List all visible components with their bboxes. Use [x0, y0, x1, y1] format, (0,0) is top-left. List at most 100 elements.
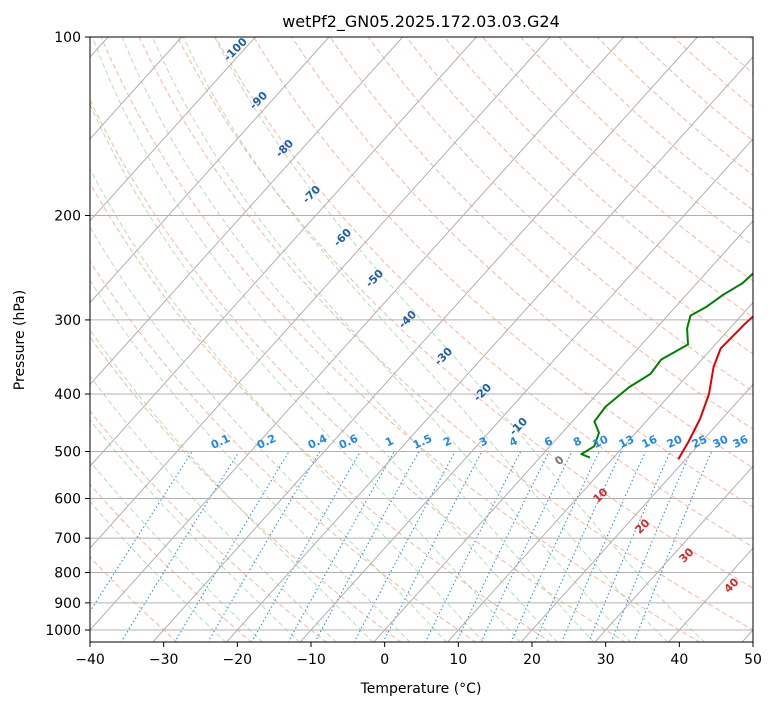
moist-adiabat — [90, 500, 227, 642]
dry-adiabat-label: -10 — [507, 415, 530, 438]
dry-adiabat — [634, 37, 753, 142]
dry-adiabat-label: -40 — [396, 308, 419, 331]
dry-adiabat-label: 20 — [633, 516, 653, 536]
moist-adiabat — [90, 103, 521, 642]
mixing-ratio-label: 0.2 — [255, 432, 278, 452]
dry-adiabat — [329, 37, 753, 430]
chart-title: wetPf2_GN05.2025.172.03.03.G24 — [282, 12, 560, 32]
mixing-ratio-line — [120, 451, 240, 642]
dry-adiabat — [558, 37, 753, 211]
mixing-ratio-line — [90, 451, 193, 613]
dry-adiabat-label: -80 — [273, 137, 296, 160]
y-axis-title: Pressure (hPa) — [12, 290, 28, 390]
isotherm — [90, 37, 256, 222]
moist-adiabat — [90, 167, 485, 642]
x-tick-label: 10 — [449, 652, 467, 668]
mixing-ratio-label: 1 — [383, 434, 395, 449]
moist-adiabat — [90, 418, 300, 642]
y-tick-label: 1000 — [45, 623, 81, 639]
isotherm — [90, 37, 404, 386]
mixing-ratio-label: 2 — [441, 434, 453, 449]
y-tick-label: 500 — [54, 444, 81, 460]
dry-adiabat — [90, 336, 402, 642]
dewpoint-line — [580, 272, 753, 459]
dry-adiabat — [100, 37, 701, 642]
dry-adiabat — [444, 37, 753, 318]
isotherm — [225, 56, 753, 642]
x-tick-label: −20 — [223, 652, 253, 668]
isotherm — [90, 37, 551, 549]
moist-adiabat — [121, 37, 595, 642]
dry-adiabat-label: -30 — [432, 345, 455, 368]
mixing-ratio-line — [314, 451, 420, 642]
mixing-ratio-label: 13 — [617, 433, 636, 451]
isotherm — [299, 138, 753, 642]
isotherm — [90, 37, 477, 468]
mixing-ratio-label: 3 — [477, 434, 489, 449]
mixing-ratio-label: 10 — [591, 433, 611, 451]
isotherm — [152, 37, 698, 642]
mixing-ratio-label: 0.6 — [337, 432, 360, 452]
moist-adiabat — [90, 226, 448, 642]
isotherm — [520, 383, 753, 642]
x-tick-label: −30 — [149, 652, 179, 668]
dry-adiabat-label: -70 — [300, 183, 323, 206]
mixing-ratio-label: 30 — [711, 433, 731, 451]
moist-adiabat — [182, 37, 669, 642]
dry-adiabat — [711, 37, 753, 74]
mixing-ratio-line — [455, 451, 550, 642]
mixing-ratio-line — [588, 451, 671, 642]
y-tick-label: 400 — [54, 387, 81, 403]
x-tick-label: 50 — [744, 652, 762, 668]
dry-adiabat — [176, 37, 753, 589]
isotherm — [90, 37, 183, 140]
x-axis-title: Temperature (°C) — [360, 681, 482, 697]
dry-adiabat — [291, 37, 753, 469]
mixing-ratio-label: 0.4 — [306, 432, 329, 452]
x-tick-label: −10 — [296, 652, 326, 668]
dry-adiabat-label: -50 — [363, 267, 386, 290]
mixing-ratio-label: 8 — [571, 434, 583, 449]
isotherm — [373, 219, 753, 642]
isoline-labels: -100-90-80-70-60-50-40-30-20-10010203040… — [209, 35, 751, 596]
y-tick-label: 100 — [54, 30, 81, 46]
dry-adiabat-label: 40 — [722, 575, 742, 595]
mixing-ratio-label: 1.5 — [411, 432, 434, 452]
dry-adiabat-label: 10 — [591, 485, 611, 505]
dry-adiabat — [405, 37, 753, 355]
mixing-ratio-line — [424, 451, 522, 642]
dry-adiabat — [90, 483, 253, 642]
y-tick-label: 600 — [54, 491, 81, 507]
y-axis: 100 200 300 400 500 600 700 800 900 1000 — [45, 30, 90, 639]
mixing-ratio-label: 20 — [665, 433, 685, 451]
y-tick-label: 200 — [54, 209, 81, 225]
dry-adiabat — [90, 181, 551, 642]
mixing-ratio-line — [174, 451, 290, 642]
y-tick-label: 300 — [54, 313, 81, 329]
series-group — [580, 272, 753, 460]
dry-adiabat-label: -90 — [247, 89, 270, 112]
mixing-ratio-line — [534, 451, 622, 642]
temperature-line — [677, 315, 753, 460]
mixing-ratio-label: 4 — [507, 434, 520, 449]
dry-adiabat — [90, 260, 477, 642]
x-tick-label: 30 — [597, 652, 615, 668]
moist-adiabat — [90, 375, 337, 642]
isotherm — [90, 37, 330, 304]
moist-adiabat — [151, 37, 632, 642]
dry-adiabat-label: 0 — [552, 453, 567, 468]
mixing-ratio-label: 25 — [690, 433, 709, 451]
isotherm — [741, 629, 753, 642]
background-lines — [90, 37, 753, 642]
plot-frame — [89, 36, 754, 643]
mixing-ratio-label: 0.1 — [209, 432, 232, 452]
y-tick-label: 900 — [54, 596, 81, 612]
x-tick-label: −40 — [75, 652, 105, 668]
dry-adiabat — [482, 37, 753, 282]
mixing-ratio-line — [287, 451, 395, 642]
dry-adiabat-label: -20 — [471, 381, 494, 404]
moist-adiabat — [90, 328, 374, 642]
isotherm — [446, 301, 753, 642]
grid — [90, 37, 753, 642]
